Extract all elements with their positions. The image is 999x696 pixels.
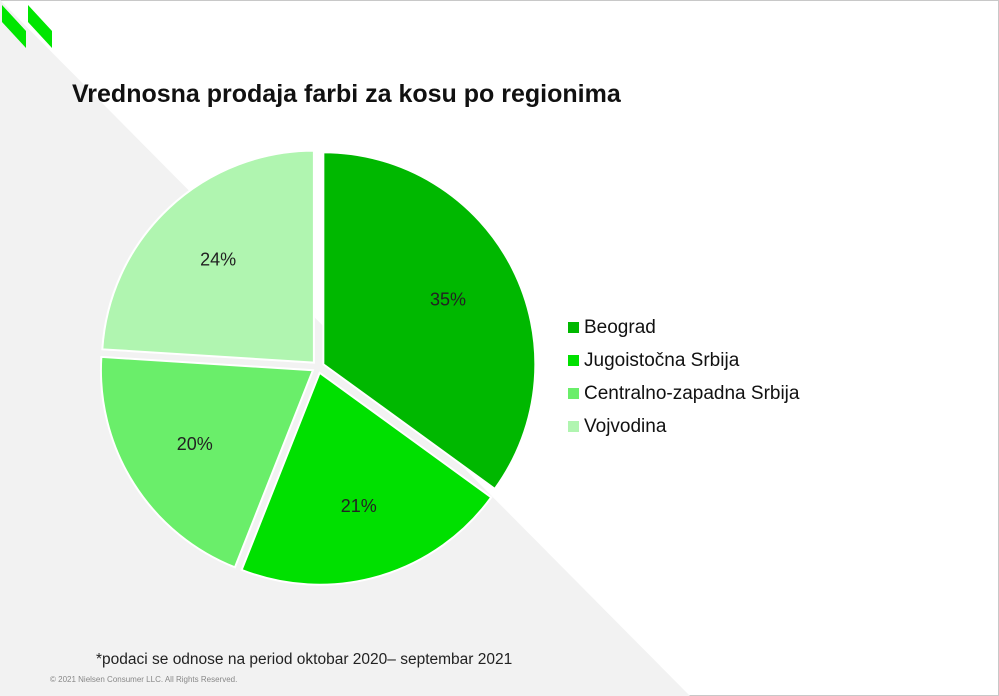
pie-slice-jugoistocna-srbija [240,371,493,586]
legend-item-beograd: Beograd [568,311,799,344]
legend-swatch [568,355,579,366]
pie-slice-vojvodina [101,149,315,364]
data-label-beograd: 35% [430,290,466,310]
copyright-notice: © 2021 Nielsen Consumer LLC. All Rights … [50,675,238,684]
data-label-centralno-zapadna-srbija: 20% [177,434,213,454]
legend-swatch [568,322,579,333]
legend-label: Beograd [584,316,656,338]
legend-label: Jugoistočna Srbija [584,349,740,371]
data-label-jugoistocna-srbija: 21% [341,496,377,516]
legend-item-centralno-zapadna-srbija: Centralno-zapadna Srbija [568,377,799,410]
nielsen-logo-icon [2,5,52,48]
pie-slice-beograd [322,151,537,491]
legend-label: Vojvodina [584,415,667,437]
legend-item-jugoistocna-srbija: Jugoistočna Srbija [568,344,799,377]
chart-title: Vrednosna prodaja farbi za kosu po regio… [72,80,621,108]
legend-swatch [568,388,579,399]
footnote: *podaci se odnose na period oktobar 2020… [96,651,513,668]
legend-item-vojvodina: Vojvodina [568,410,799,443]
legend-swatch [568,421,579,432]
chart-legend: Beograd Jugoistočna Srbija Centralno-zapad… [568,311,799,443]
data-label-vojvodina: 24% [200,249,236,269]
pie-slice-centralno-zapadna-srbija [99,355,315,569]
legend-label: Centralno-zapadna Srbija [584,382,800,404]
